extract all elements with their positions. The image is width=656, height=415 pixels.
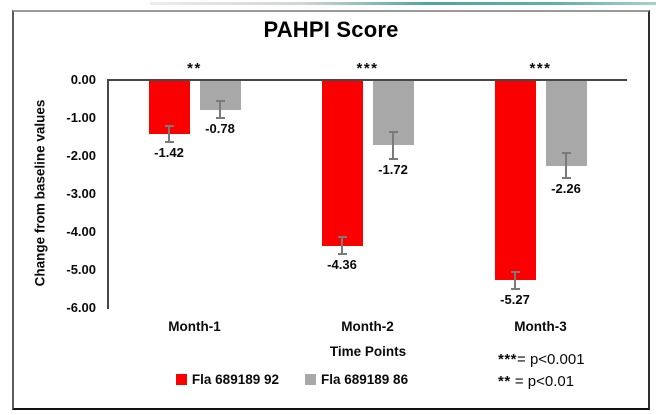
y-tick-label: -1.00 <box>66 110 96 125</box>
significance-marker: *** <box>529 60 552 77</box>
significance-key: ***= p<0.001 ** = p<0.01 <box>498 349 585 393</box>
error-bar-cap <box>388 131 398 134</box>
bar-value-label: -0.78 <box>205 121 235 136</box>
x-axis-zero-line <box>107 79 627 81</box>
significance-marker: ** <box>187 60 202 77</box>
bar-value-label: -1.72 <box>378 161 408 177</box>
error-bar-cap <box>337 253 347 256</box>
error-bar <box>392 132 394 159</box>
y-tick-label: 0.00 <box>70 72 96 87</box>
sig-definition-text: = p<0.001 <box>517 351 585 368</box>
y-axis-line <box>107 79 109 309</box>
error-bar-cap <box>388 157 398 160</box>
error-bar-cap <box>510 287 520 290</box>
bar-red-month-2 <box>321 80 363 246</box>
y-tick-label: -4.00 <box>66 224 96 239</box>
error-bar-cap <box>164 124 174 127</box>
y-tick-label: -6.00 <box>66 300 96 315</box>
error-bar <box>341 237 343 255</box>
x-category-label: Month-1 <box>168 319 221 334</box>
legend-label: Fla 689189 92 <box>191 372 279 387</box>
legend-item-series-2: Fla 689189 86 <box>305 372 408 387</box>
error-bar <box>219 101 221 118</box>
legend-swatch-gray <box>305 374 316 385</box>
legend-swatch-red <box>175 374 187 385</box>
chart-title: PAHPI Score <box>263 17 399 42</box>
significance-key-line-1: ***= p<0.001 <box>498 349 585 371</box>
x-category-label: Month-2 <box>341 319 394 334</box>
sig-marker-text: *** <box>498 351 518 368</box>
y-tick-label: -3.00 <box>66 186 96 201</box>
significance-key-line-2: ** = p<0.01 <box>498 371 585 393</box>
error-bar-cap <box>561 177 571 180</box>
bar-red-month-1 <box>148 80 190 134</box>
legend: Fla 689189 92 Fla 689189 86 <box>12 372 572 387</box>
error-bar <box>168 125 170 142</box>
bar-value-label: -5.27 <box>500 291 530 307</box>
bar-gray-month-3 <box>545 80 587 166</box>
error-bar-cap <box>510 270 520 273</box>
error-bar-cap <box>164 140 174 143</box>
bar-value-label: -2.26 <box>551 181 581 197</box>
y-tick-label: -2.00 <box>66 148 96 163</box>
significance-marker: *** <box>356 60 379 77</box>
bar-value-label: -1.42 <box>154 144 184 160</box>
x-axis-title: Time Points <box>329 344 407 359</box>
error-bar-cap <box>337 236 347 239</box>
error-bar <box>565 153 567 179</box>
error-bar <box>514 271 516 289</box>
sig-marker-text: ** <box>498 373 511 390</box>
bar-value-label: -4.36 <box>327 257 357 273</box>
legend-label: Fla 689189 86 <box>321 372 409 387</box>
error-bar-cap <box>215 100 225 103</box>
sig-definition-text: = p<0.01 <box>510 373 575 390</box>
legend-item-series-1: Fla 689189 92 <box>175 372 279 387</box>
bar-red-month-3 <box>494 80 536 281</box>
x-category-label: Month-3 <box>514 319 567 334</box>
error-bar-cap <box>561 152 571 155</box>
y-tick-label: -5.00 <box>66 262 96 277</box>
top-accent-line <box>150 2 656 5</box>
error-bar-cap <box>215 117 225 119</box>
